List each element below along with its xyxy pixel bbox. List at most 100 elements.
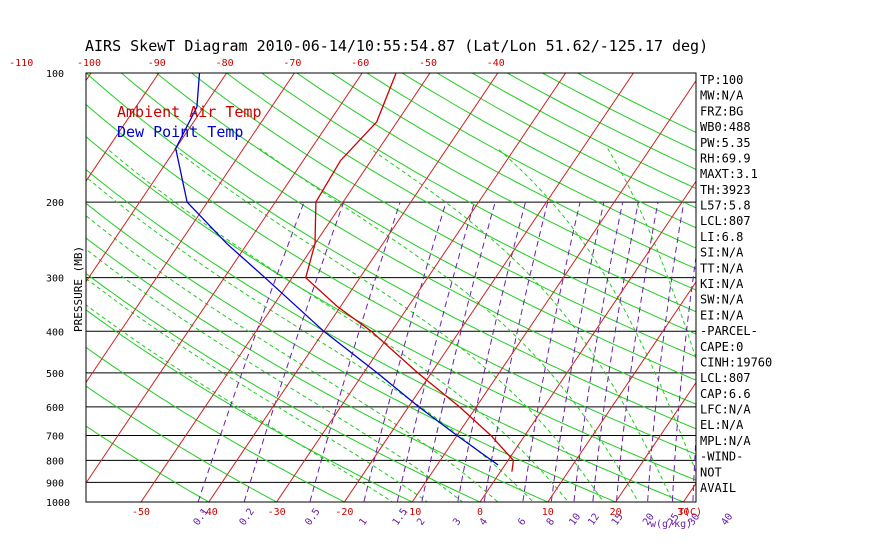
pressure-tick-label: 300 (46, 274, 64, 285)
mixing-ratio-line (243, 201, 345, 502)
pressure-tick-label: 500 (46, 369, 64, 380)
dry-adiabat-line (86, 425, 210, 502)
stat-item: -WIND- (700, 450, 743, 464)
dry-adiabat-line (295, 73, 696, 291)
moist-adiabat-line (86, 304, 394, 502)
stat-item: SI:N/A (700, 246, 744, 260)
profile-series (175, 73, 515, 472)
isotherm-line (275, 73, 567, 502)
isotherm-line (86, 73, 363, 484)
dry-adiabat-line (330, 73, 696, 270)
isotherm-line (86, 73, 160, 182)
stat-item: TT:N/A (700, 261, 744, 275)
isotherm-line (411, 79, 696, 502)
stat-item: WB0:488 (700, 120, 751, 134)
top-temp-tick-label: -60 (351, 58, 369, 69)
stats-panel: TP:100MW:N/AFRZ:BGWB0:488PW:5.35RH:69.9M… (700, 73, 772, 495)
pressure-tick-label: 200 (46, 198, 64, 209)
top-temp-tick-label: -40 (487, 58, 505, 69)
bottom-temp-tick-label: -40 (200, 507, 218, 518)
isotherm-line (479, 180, 696, 502)
bottom-temp-tick-label: 20 (610, 507, 622, 518)
stat-item: L57:5.8 (700, 199, 751, 213)
dry-adiabat-line (86, 169, 685, 502)
dry-adiabat-line (86, 237, 550, 502)
moist-adiabat-line (86, 215, 499, 502)
isotherm-line (614, 381, 696, 502)
mixing-ratio-line (309, 201, 401, 502)
mixing-ratio-line (615, 202, 659, 502)
mixing-ratio-line (522, 201, 581, 502)
stat-item: EI:N/A (700, 308, 744, 322)
dry-adiabat-line (86, 136, 696, 481)
top-temp-tick-label: -80 (216, 58, 234, 69)
stat-item: LCL:807 (700, 371, 751, 385)
mixing-ratio-tick-label: 40 (719, 512, 735, 528)
pressure-tick-label: 1000 (46, 498, 70, 509)
pressure-tick-label: 900 (46, 478, 64, 489)
isotherm-line (0, 63, 30, 511)
axis-tick-labels: 1002003004005006007008009001000-120-110-… (9, 58, 735, 528)
moist-adiabat-line (86, 176, 534, 502)
mixing-ratio-line (197, 201, 305, 502)
dry-adiabat-line (155, 73, 696, 381)
y-axis-label: PRESSURE (MB) (72, 246, 85, 332)
isotherm-line (140, 73, 431, 502)
stat-item: FRZ:BG (700, 104, 743, 118)
stat-item: LFC:N/A (700, 403, 751, 417)
mixing-ratio-tick-label: 0.5 (303, 507, 322, 528)
top-temp-tick-label: -70 (283, 58, 301, 69)
bottom-temp-tick-label: 10 (542, 507, 554, 518)
stat-item: CINH:19760 (700, 356, 772, 370)
w-unit-label: w(g/kg) (650, 519, 692, 530)
stat-item: -PARCEL- (700, 324, 758, 338)
pressure-tick-label: 100 (46, 69, 64, 80)
stat-item: LI:6.8 (700, 230, 743, 244)
dry-adiabat-line (365, 73, 696, 249)
t-unit-label: T(C) (678, 507, 702, 518)
mixing-ratio-tick-label: 1 (357, 516, 369, 527)
pressure-tick-label: 400 (46, 327, 64, 338)
moist-adiabat-lines (86, 148, 696, 502)
bottom-temp-tick-label: -30 (268, 507, 286, 518)
mixing-ratio-line (421, 201, 496, 502)
chart-title: AIRS SkewT Diagram 2010-06-14/10:55:54.8… (85, 37, 708, 55)
isotherm-line (208, 73, 499, 502)
mixing-ratio-line (647, 202, 685, 502)
moist-adiabat-line (497, 148, 696, 474)
mixing-ratio-tick-label: 3 (451, 516, 463, 527)
mixing-ratio-line (550, 201, 605, 502)
isotherm-line (343, 73, 635, 502)
stat-item: MW:N/A (700, 89, 744, 103)
pressure-tick-label: 600 (46, 403, 64, 414)
dry-adiabat-line (86, 385, 278, 502)
isotherm-lines (0, 63, 696, 511)
mixing-ratio-tick-label: 4 (478, 516, 490, 527)
stat-item: KI:N/A (700, 277, 744, 291)
moist-adiabat-line (607, 148, 696, 360)
mixing-ratio-line (573, 201, 624, 502)
mixing-ratio-lines (197, 201, 696, 502)
bottom-temp-tick-label: -10 (403, 507, 421, 518)
plot-frame (85, 72, 697, 503)
mixing-ratio-line (592, 202, 639, 502)
dry-adiabat-line (190, 73, 696, 358)
legend-ambient-air-temp: Ambient Air Temp (117, 103, 262, 121)
mixing-ratio-tick-label: 2 (415, 516, 427, 527)
mixing-ratio-line (671, 253, 696, 502)
stat-item: NOT (700, 465, 722, 479)
dry-adiabat-line (260, 73, 696, 313)
bottom-temp-tick-label: 30 (677, 507, 689, 518)
moist-adiabat-line (86, 277, 429, 502)
isotherm-line (86, 73, 228, 283)
stat-item: LCL:807 (700, 214, 751, 228)
stat-item: PW:5.35 (700, 136, 751, 150)
bottom-temp-tick-label: 0 (477, 507, 483, 518)
top-temp-tick-label: -110 (9, 58, 33, 69)
isotherm-line (547, 281, 696, 502)
top-temp-tick-label: -50 (419, 58, 437, 69)
stat-item: RH:69.9 (700, 152, 751, 166)
pressure-tick-label: 700 (46, 432, 64, 443)
stat-item: CAPE:0 (700, 340, 743, 354)
mixing-ratio-line (483, 201, 549, 502)
